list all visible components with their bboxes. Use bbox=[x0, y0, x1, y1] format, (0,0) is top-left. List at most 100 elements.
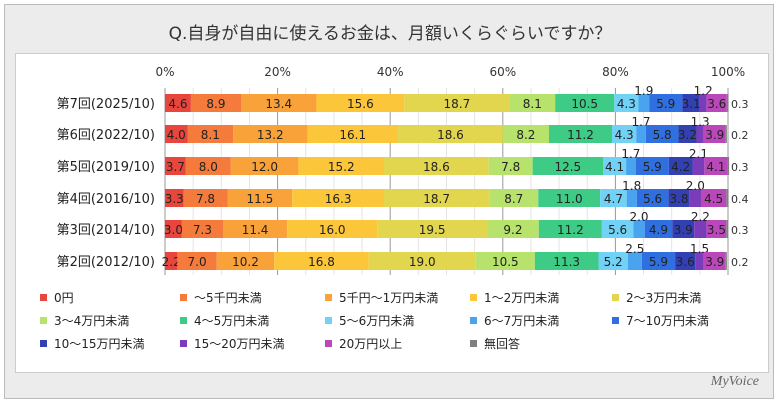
data-label: 0.4 bbox=[731, 193, 749, 206]
data-label: 2.5 bbox=[625, 242, 644, 256]
bar-segment bbox=[645, 125, 679, 143]
bar-segment bbox=[689, 189, 701, 207]
data-label: 7.3 bbox=[193, 223, 212, 237]
x-tick-label: 100% bbox=[711, 65, 745, 79]
bar-segment bbox=[475, 252, 535, 270]
bar-segment bbox=[487, 220, 539, 238]
bar-segment bbox=[626, 157, 636, 175]
bar-segment bbox=[538, 220, 602, 238]
bar-segment bbox=[727, 157, 730, 175]
x-tick-label: 60% bbox=[489, 65, 516, 79]
bar-segment bbox=[398, 125, 503, 143]
data-label: 19.0 bbox=[409, 255, 436, 269]
legend-label: 4～5万円未満 bbox=[194, 314, 269, 328]
data-label: 13.4 bbox=[265, 97, 292, 111]
legend-label: 1～2万円未満 bbox=[484, 291, 559, 305]
bar-segment bbox=[726, 189, 729, 207]
bar-segment bbox=[165, 125, 188, 143]
legend-swatch bbox=[180, 340, 187, 347]
data-label: 3.3 bbox=[165, 192, 184, 206]
bar-segment bbox=[230, 157, 299, 175]
legend-label: 20万円以上 bbox=[339, 337, 402, 351]
bar-segment bbox=[183, 189, 228, 207]
data-label: 5.9 bbox=[649, 255, 668, 269]
category-label: 第5回(2019/10) bbox=[57, 160, 155, 175]
bar-segment bbox=[165, 189, 184, 207]
bar-segment bbox=[233, 125, 308, 143]
data-label: 2.0 bbox=[686, 179, 705, 193]
bar-segment bbox=[675, 252, 696, 270]
data-label: 15.6 bbox=[347, 97, 374, 111]
bar-segment bbox=[695, 252, 704, 270]
data-label: 0.3 bbox=[731, 224, 749, 237]
bar-segment bbox=[292, 189, 385, 207]
bar-segment bbox=[298, 157, 385, 175]
data-label: 18.7 bbox=[423, 192, 450, 206]
data-label: 1.7 bbox=[631, 115, 650, 129]
bar-segment bbox=[635, 157, 669, 175]
category-label: 第6回(2022/10) bbox=[57, 128, 155, 143]
data-label: 16.1 bbox=[339, 128, 366, 142]
bar-segment bbox=[165, 220, 182, 238]
data-label: 3.9 bbox=[705, 255, 724, 269]
data-label: 16.8 bbox=[308, 255, 335, 269]
myvoice-logo: MyVoice bbox=[710, 374, 759, 389]
data-label: 8.0 bbox=[199, 160, 218, 174]
data-label: 11.4 bbox=[242, 223, 269, 237]
data-label: 4.3 bbox=[615, 128, 634, 142]
data-label: 5.6 bbox=[608, 223, 627, 237]
data-label: 3.5 bbox=[707, 223, 726, 237]
legend-label: 0円 bbox=[54, 291, 74, 305]
data-label: 0.2 bbox=[731, 256, 749, 269]
bar-segment bbox=[384, 189, 490, 207]
data-label: 4.2 bbox=[671, 160, 690, 174]
data-label: 3.9 bbox=[674, 223, 693, 237]
data-label: 0.3 bbox=[731, 98, 749, 111]
data-label: 10.2 bbox=[232, 255, 259, 269]
legend-swatch bbox=[612, 294, 619, 301]
legend-swatch bbox=[180, 317, 187, 324]
category-label: 第3回(2014/10) bbox=[57, 223, 155, 238]
data-label: 12.5 bbox=[554, 160, 581, 174]
chart-title: Q.自身が自由に使えるお金は、月額いくらぐらいですか？ bbox=[168, 24, 612, 44]
legend-label: 5千円～1万円未満 bbox=[339, 291, 438, 305]
bar-segment bbox=[165, 157, 186, 175]
data-label: 3.0 bbox=[164, 223, 183, 237]
bar-segment bbox=[488, 157, 533, 175]
bar-segment bbox=[703, 125, 726, 143]
bar-segment bbox=[699, 94, 707, 112]
bar-segment bbox=[706, 94, 727, 112]
bar-segment bbox=[725, 252, 727, 270]
category-label: 第2回(2012/10) bbox=[57, 255, 155, 270]
legend-swatch bbox=[325, 317, 332, 324]
legend-swatch bbox=[325, 294, 332, 301]
data-label: 11.3 bbox=[553, 255, 580, 269]
bar-segment bbox=[222, 220, 288, 238]
legend-swatch bbox=[470, 340, 477, 347]
data-label: 4.7 bbox=[604, 192, 623, 206]
bar-segment bbox=[534, 252, 599, 270]
legend-swatch bbox=[180, 294, 187, 301]
data-label: 4.6 bbox=[168, 97, 187, 111]
data-label: 5.8 bbox=[653, 128, 672, 142]
data-label: 3.8 bbox=[669, 192, 688, 206]
x-tick-label: 20% bbox=[264, 65, 291, 79]
data-label: 3.6 bbox=[707, 97, 726, 111]
legend-swatch bbox=[40, 340, 47, 347]
legend-swatch bbox=[40, 294, 47, 301]
bar-segment bbox=[241, 94, 317, 112]
bar-segment bbox=[227, 189, 293, 207]
bar-segment bbox=[190, 94, 242, 112]
bar-segment bbox=[384, 157, 489, 175]
data-label: 5.9 bbox=[643, 160, 662, 174]
data-label: 0.3 bbox=[731, 161, 749, 174]
data-label: 7.8 bbox=[501, 160, 520, 174]
data-label: 4.1 bbox=[706, 160, 725, 174]
x-tick-label: 80% bbox=[602, 65, 629, 79]
legend-label: 5～6万円未満 bbox=[339, 314, 414, 328]
data-label: 5.6 bbox=[643, 192, 662, 206]
data-label: 3.6 bbox=[676, 255, 695, 269]
data-label: 18.6 bbox=[423, 160, 450, 174]
data-label: 4.0 bbox=[167, 128, 186, 142]
